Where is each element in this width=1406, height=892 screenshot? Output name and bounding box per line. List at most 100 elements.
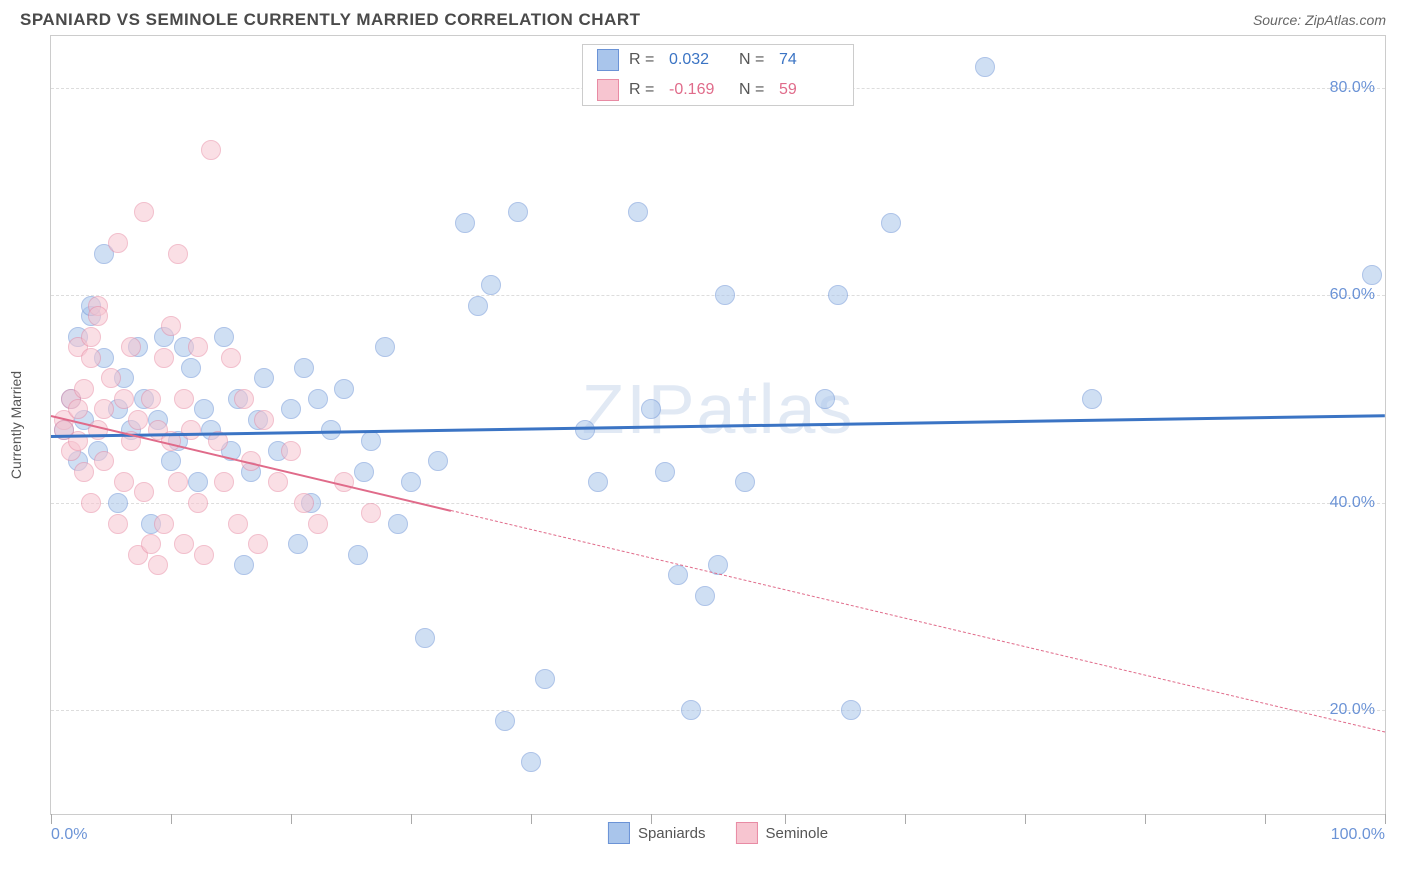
- scatter-point: [655, 462, 675, 482]
- x-tick: [411, 814, 412, 824]
- y-tick-label: 20.0%: [1330, 701, 1375, 719]
- scatter-point: [214, 327, 234, 347]
- scatter-point: [735, 472, 755, 492]
- scatter-point: [68, 399, 88, 419]
- scatter-point: [375, 337, 395, 357]
- legend-n-value: 74: [779, 51, 839, 69]
- scatter-point: [1082, 389, 1102, 409]
- scatter-point: [715, 285, 735, 305]
- gridline-h: [51, 710, 1385, 711]
- x-tick: [1265, 814, 1266, 824]
- scatter-point: [361, 431, 381, 451]
- scatter-point: [828, 285, 848, 305]
- scatter-point: [81, 327, 101, 347]
- legend-swatch-icon: [608, 822, 630, 844]
- scatter-point: [108, 233, 128, 253]
- scatter-point: [194, 399, 214, 419]
- legend-r-label: R =: [629, 81, 659, 99]
- scatter-point: [194, 545, 214, 565]
- y-axis-label: Currently Married: [8, 371, 24, 479]
- scatter-point: [141, 389, 161, 409]
- scatter-point: [114, 389, 134, 409]
- x-tick: [1385, 814, 1386, 824]
- scatter-point: [415, 628, 435, 648]
- trendline: [451, 510, 1385, 732]
- x-tick: [1145, 814, 1146, 824]
- scatter-point: [668, 565, 688, 585]
- scatter-point: [161, 316, 181, 336]
- scatter-point: [128, 410, 148, 430]
- x-tick: [171, 814, 172, 824]
- scatter-point: [141, 534, 161, 554]
- scatter-point: [455, 213, 475, 233]
- scatter-point: [881, 213, 901, 233]
- legend-swatch-icon: [736, 822, 758, 844]
- scatter-point: [254, 410, 274, 430]
- y-tick-label: 80.0%: [1330, 79, 1375, 97]
- scatter-point: [348, 545, 368, 565]
- scatter-point: [628, 202, 648, 222]
- scatter-point: [161, 451, 181, 471]
- scatter-point: [214, 472, 234, 492]
- scatter-point: [975, 57, 995, 77]
- x-tick-label: 100.0%: [1331, 826, 1385, 844]
- chart-plot-area: Currently Married ZIPatlas 20.0%40.0%60.…: [50, 35, 1386, 815]
- scatter-point: [575, 420, 595, 440]
- scatter-point: [108, 514, 128, 534]
- scatter-point: [121, 337, 141, 357]
- scatter-point: [94, 451, 114, 471]
- scatter-point: [468, 296, 488, 316]
- legend-item: Spaniards: [608, 822, 706, 844]
- x-tick: [905, 814, 906, 824]
- legend-swatch-icon: [597, 49, 619, 71]
- scatter-point: [168, 244, 188, 264]
- scatter-point: [815, 389, 835, 409]
- scatter-point: [114, 472, 134, 492]
- scatter-point: [294, 358, 314, 378]
- legend-r-value: -0.169: [669, 81, 729, 99]
- scatter-point: [154, 514, 174, 534]
- legend-row: R =0.032N =74: [583, 45, 853, 75]
- scatter-point: [268, 472, 288, 492]
- scatter-point: [361, 503, 381, 523]
- scatter-point: [294, 493, 314, 513]
- scatter-point: [334, 379, 354, 399]
- legend-series-name: Spaniards: [638, 825, 706, 842]
- y-tick-label: 40.0%: [1330, 494, 1375, 512]
- scatter-point: [134, 482, 154, 502]
- scatter-point: [841, 700, 861, 720]
- x-tick: [51, 814, 52, 824]
- scatter-point: [81, 493, 101, 513]
- series-legend: SpaniardsSeminole: [608, 822, 828, 844]
- gridline-h: [51, 503, 1385, 504]
- x-tick-label: 0.0%: [51, 826, 87, 844]
- scatter-point: [174, 389, 194, 409]
- scatter-point: [1362, 265, 1382, 285]
- scatter-point: [248, 534, 268, 554]
- legend-n-label: N =: [739, 51, 769, 69]
- scatter-point: [81, 348, 101, 368]
- scatter-point: [154, 348, 174, 368]
- scatter-point: [354, 462, 374, 482]
- scatter-point: [74, 462, 94, 482]
- scatter-point: [281, 399, 301, 419]
- scatter-point: [201, 140, 221, 160]
- scatter-point: [74, 379, 94, 399]
- scatter-point: [188, 493, 208, 513]
- scatter-point: [308, 514, 328, 534]
- scatter-point: [221, 348, 241, 368]
- scatter-point: [188, 337, 208, 357]
- scatter-point: [281, 441, 301, 461]
- scatter-point: [168, 472, 188, 492]
- x-tick: [1025, 814, 1026, 824]
- scatter-point: [388, 514, 408, 534]
- scatter-point: [174, 534, 194, 554]
- chart-title: SPANIARD VS SEMINOLE CURRENTLY MARRIED C…: [20, 10, 641, 30]
- scatter-point: [695, 586, 715, 606]
- scatter-point: [148, 555, 168, 575]
- scatter-point: [495, 711, 515, 731]
- scatter-point: [508, 202, 528, 222]
- scatter-point: [308, 389, 328, 409]
- x-tick: [291, 814, 292, 824]
- scatter-point: [88, 306, 108, 326]
